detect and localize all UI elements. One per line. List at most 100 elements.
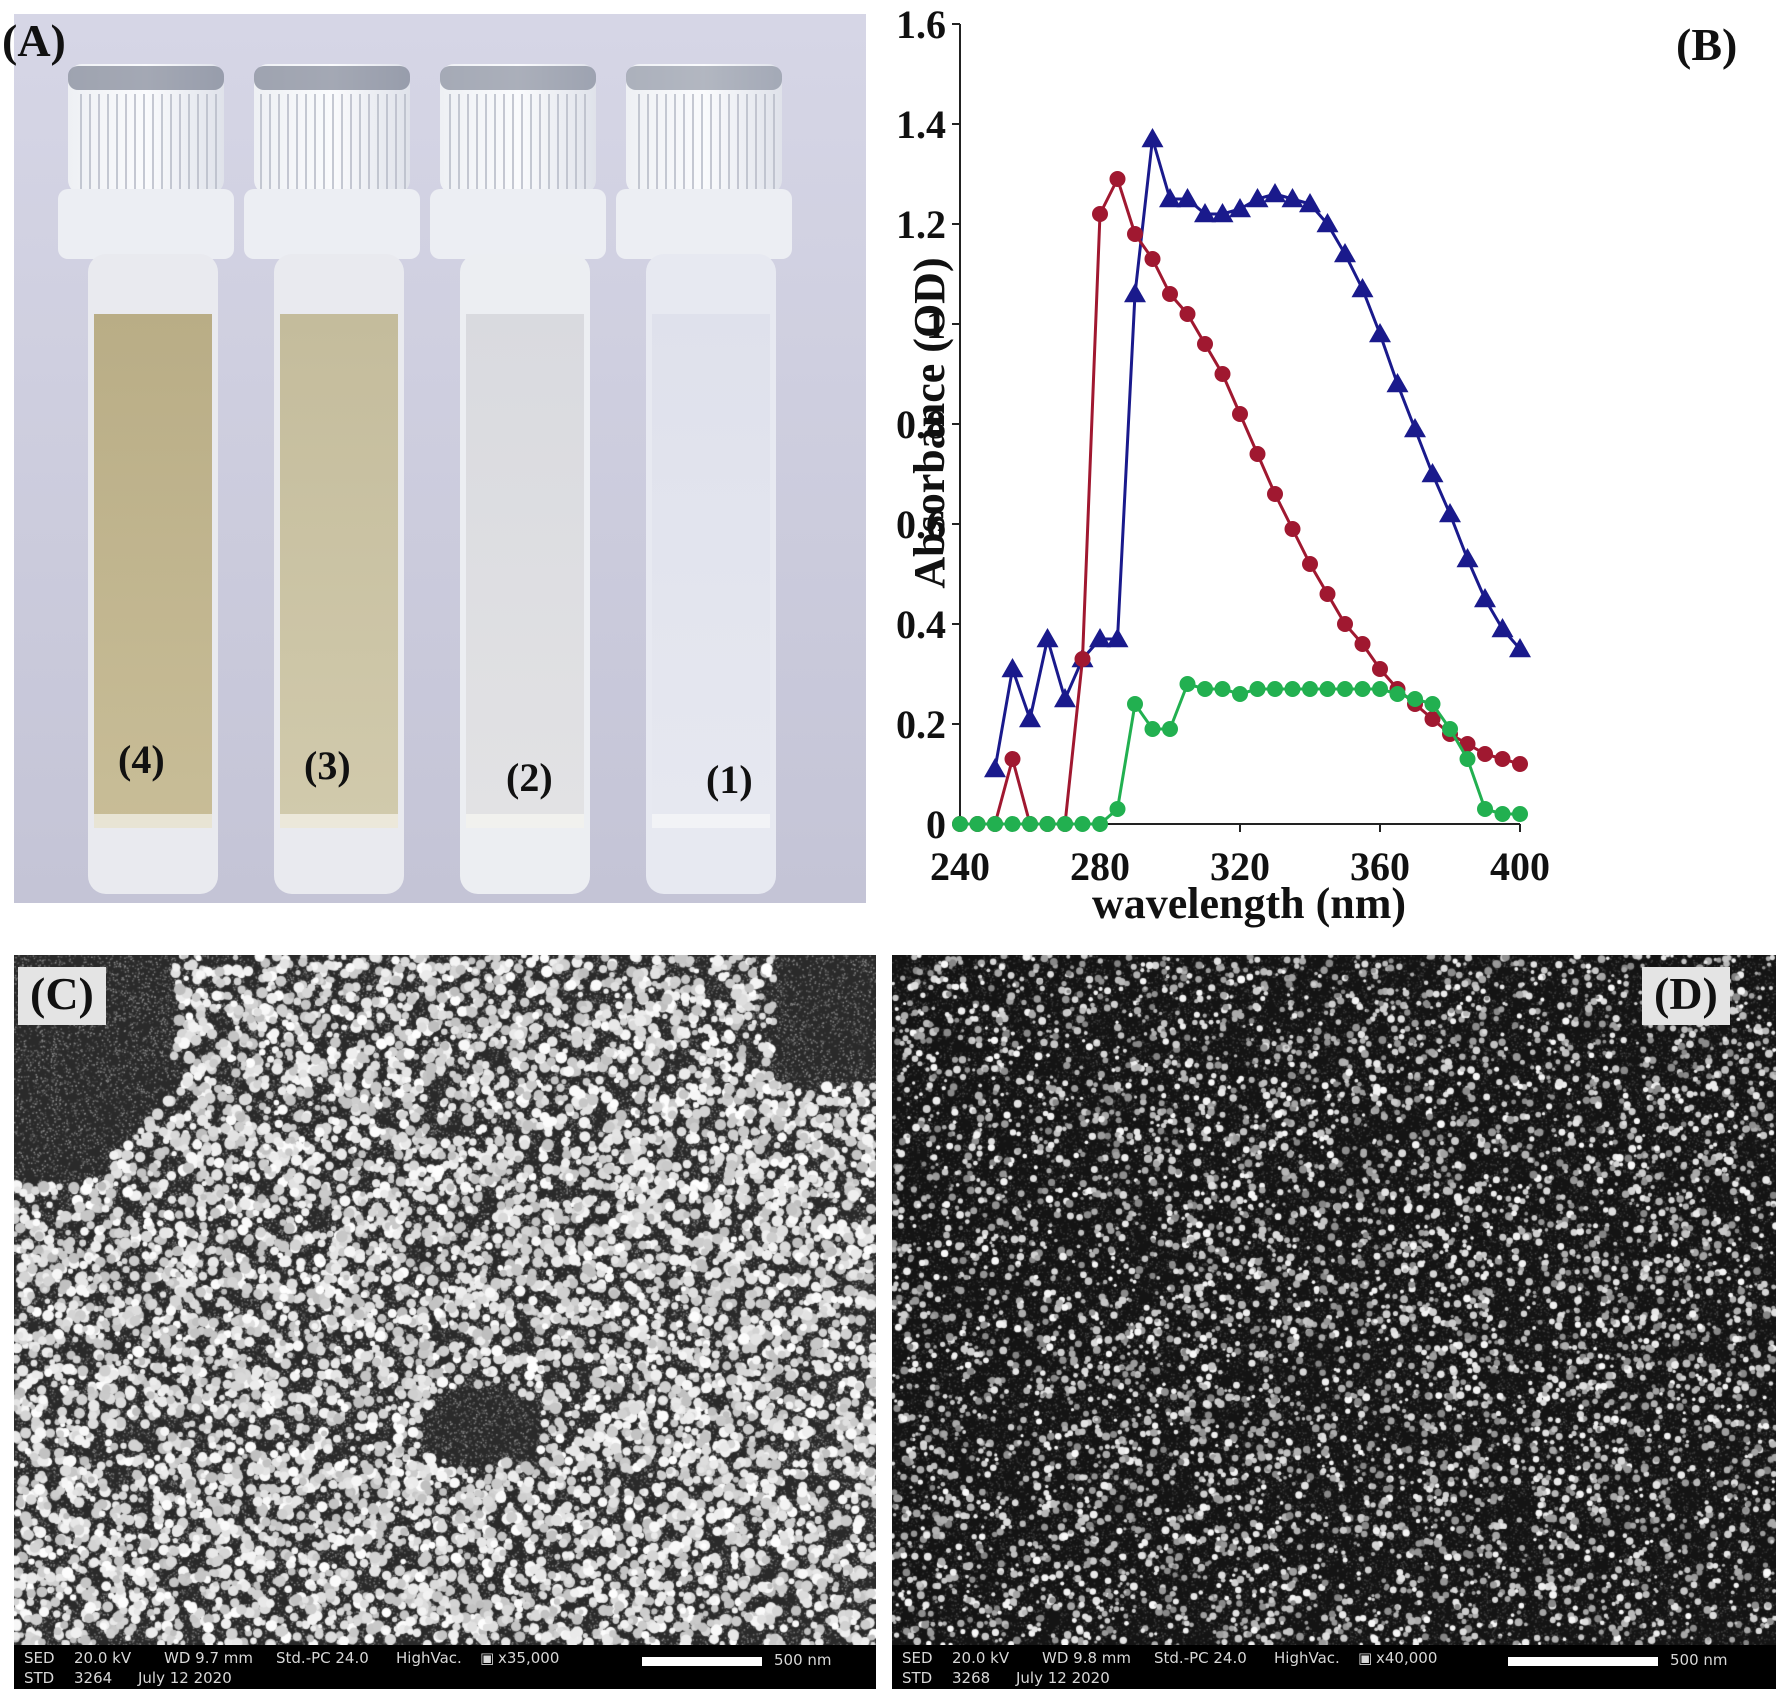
data-point — [1211, 203, 1234, 223]
panel-c-label: (C) — [18, 967, 106, 1025]
data-point — [1494, 751, 1511, 767]
data-point — [1477, 801, 1493, 817]
data-point — [1127, 226, 1143, 242]
data-point — [1197, 336, 1213, 352]
data-point — [1319, 681, 1336, 697]
series-line — [960, 177, 1521, 826]
data-point — [1249, 446, 1266, 462]
vial-4 — [58, 64, 234, 894]
data-point — [1299, 193, 1321, 213]
camera-icon: ▣ — [1358, 1649, 1373, 1667]
chart-series — [952, 128, 1531, 832]
data-point — [1509, 638, 1531, 658]
x-tick-label: 280 — [1070, 844, 1130, 889]
data-point — [1372, 681, 1388, 697]
y-tick-label: 1.6 — [896, 2, 946, 47]
vial-label-1: (1) — [706, 757, 753, 802]
data-point — [1354, 681, 1371, 697]
data-point — [1246, 188, 1269, 208]
vial-label-3: (3) — [304, 743, 351, 788]
data-point — [1001, 658, 1024, 678]
sem-c-scale-label: 500 nm — [774, 1651, 832, 1669]
x-tick-label: 240 — [930, 844, 990, 889]
sem-d-vacuum: HighVac. — [1274, 1649, 1340, 1667]
data-point — [1407, 691, 1423, 707]
absorbance-chart: 0 0.2 0.4 0.6 0.8 1 1.2 1.4 1.6 240 280 320 360 400 w… — [896, 2, 1550, 928]
vial-2 — [430, 64, 606, 894]
data-point — [1459, 736, 1476, 752]
panel-a-label: (A) — [2, 15, 66, 66]
sem-d-mode: SED — [902, 1649, 933, 1667]
sem-d-scale-label: 500 nm — [1670, 1651, 1728, 1669]
data-point — [1334, 243, 1356, 263]
data-point — [1214, 681, 1231, 697]
data-point — [1424, 711, 1441, 727]
data-point — [1092, 816, 1108, 832]
series-2 — [952, 676, 1528, 832]
data-point — [1477, 746, 1493, 762]
sem-c-mode: SED — [24, 1649, 55, 1667]
sem-d-std-pc: Std.-PC 24.0 — [1154, 1649, 1247, 1667]
sem-c-vacuum: HighVac. — [396, 1649, 462, 1667]
y-tick-label: 0.6 — [896, 502, 946, 547]
sem-info-bar-d: SED 20.0 kV WD 9.8 mm Std.-PC 24.0 HighV… — [892, 1645, 1776, 1689]
data-point — [1512, 756, 1528, 772]
vial-1 — [616, 64, 792, 894]
data-point — [1494, 806, 1511, 822]
y-tick-label: 0.2 — [896, 702, 946, 747]
data-point — [1197, 681, 1213, 697]
data-point — [1474, 588, 1496, 608]
chart-axes: 0 0.2 0.4 0.6 0.8 1 1.2 1.4 1.6 240 280 320 360 400 — [896, 2, 1550, 889]
data-point — [1144, 721, 1161, 737]
data-point — [1389, 686, 1406, 702]
data-point — [1319, 586, 1336, 602]
data-point — [984, 758, 1006, 778]
data-point — [1176, 188, 1199, 208]
data-point — [1141, 128, 1164, 148]
data-point — [1159, 188, 1181, 208]
data-point — [1404, 418, 1426, 438]
data-point — [987, 816, 1003, 832]
data-point — [1229, 198, 1251, 218]
data-point — [1179, 306, 1196, 322]
data-point — [1267, 486, 1283, 502]
data-point — [1442, 721, 1458, 737]
vial-3 — [244, 64, 420, 894]
y-tick-label: 1.2 — [896, 202, 946, 247]
data-point — [1162, 286, 1178, 302]
data-point — [1054, 688, 1076, 708]
camera-icon: ▣ — [480, 1649, 495, 1667]
data-point — [1284, 521, 1301, 537]
data-point — [1421, 463, 1444, 483]
y-tick-label: 1.4 — [896, 102, 946, 147]
x-tick-label: 360 — [1350, 844, 1410, 889]
data-point — [1109, 801, 1126, 817]
sem-d-magnification: x40,000 — [1376, 1649, 1438, 1667]
panel-d-sem-image: SED 20.0 kV WD 9.8 mm Std.-PC 24.0 HighV… — [892, 955, 1776, 1689]
data-point — [1019, 708, 1041, 728]
y-tick-label: 1 — [926, 302, 946, 347]
scale-bar-c — [642, 1657, 762, 1666]
data-point — [1354, 636, 1371, 652]
sem-info-bar-c: SED 20.0 kV WD 9.7 mm Std.-PC 24.0 HighV… — [14, 1645, 876, 1689]
vials-photo-illustration — [14, 14, 866, 903]
data-point — [1214, 366, 1231, 382]
panel-b-absorbance-chart: 0 0.2 0.4 0.6 0.8 1 1.2 1.4 1.6 240 280 320 360 400 w… — [880, 0, 1776, 930]
y-tick-label: 0.8 — [896, 402, 946, 447]
data-point — [1249, 681, 1266, 697]
panel-a-vials-photo: (4) (3) (2) (1) — [14, 14, 866, 903]
sem-micrograph-c — [14, 955, 876, 1645]
data-point — [1089, 628, 1111, 648]
data-point — [1162, 721, 1178, 737]
data-point — [1302, 681, 1318, 697]
data-point — [952, 816, 968, 832]
scale-bar-d — [1508, 1657, 1658, 1666]
data-point — [1512, 806, 1528, 822]
x-axis-label: wavelength (nm) — [1092, 879, 1406, 928]
sem-c-voltage: 20.0 kV — [74, 1649, 132, 1667]
data-point — [1232, 406, 1248, 422]
data-point — [1074, 651, 1091, 667]
data-point — [1127, 696, 1143, 712]
x-tick-label: 320 — [1210, 844, 1270, 889]
data-point — [1284, 681, 1301, 697]
